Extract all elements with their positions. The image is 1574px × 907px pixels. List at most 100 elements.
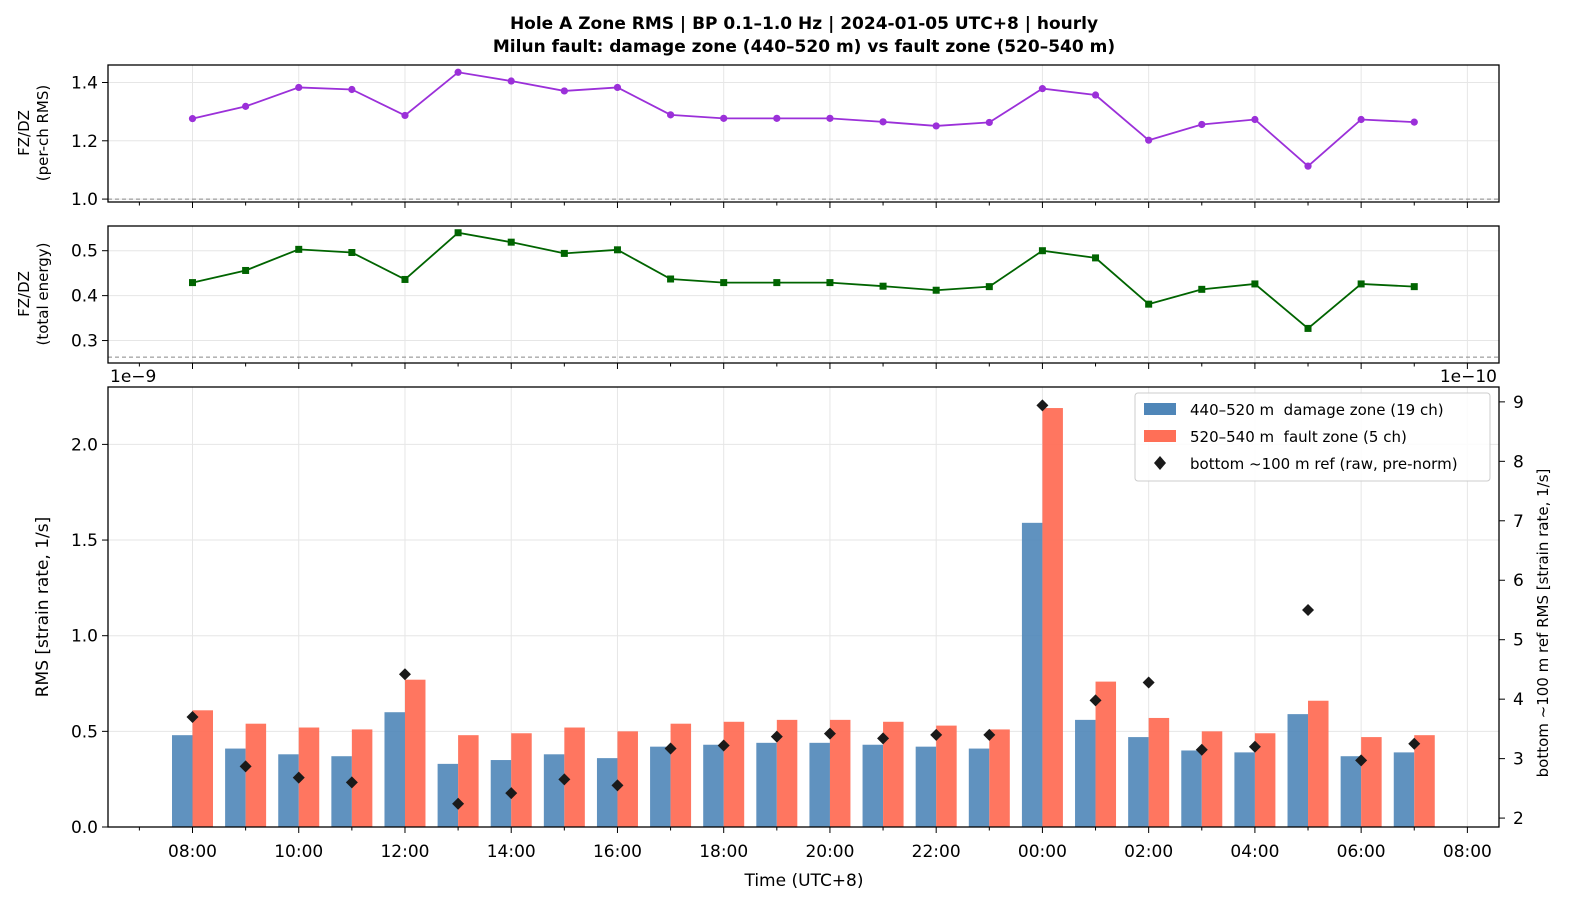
ratio-per-channel-point [295,83,303,92]
zone-rms-y-tick-label: 1.5 [71,531,98,551]
ratio-total-energy-point [1198,285,1206,293]
x-axis-label: Time (UTC+8) [743,871,863,891]
ratio-per-channel-point [454,68,462,76]
ratio-total-energy-y-tick-label: 0.4 [71,287,98,307]
ratio-total-energy-y-tick-label: 0.3 [71,332,98,352]
reference-marker [558,773,571,786]
fault-zone-bar [511,733,532,827]
fault-zone-bar [1414,735,1435,827]
fault-zone-bar [351,729,373,827]
damage-zone-bar [490,760,512,827]
zone-rms-y-tick-label: 0.0 [71,818,98,838]
ratio-per-channel-x-ticks [138,202,1468,208]
ratio-total-energy-point [720,279,728,287]
damage-zone-bar [862,744,884,827]
ratio-per-channel-y-tick-label: 1.2 [71,132,98,152]
ratio-per-channel-point [932,122,940,130]
zone-rms-y-tick-label-right: 5 [1513,631,1524,651]
ratio-total-energy-panel: 0.3 0.4 0.5 FZ/DZ (total energy) [15,225,1500,369]
fault-zone-bar [1042,408,1063,827]
ratio-per-channel-point [1304,162,1312,170]
damage-zone-bar [968,748,990,827]
ratio-total-energy-grid [108,226,1499,363]
reference-marker [823,727,836,740]
legend-swatch-fault-zone [1144,430,1176,442]
reference-marker [1036,399,1049,412]
damage-zone-bar [278,754,299,827]
zone-rms-y-tick-label-right: 9 [1513,393,1524,413]
zone-rms-panel: 0.0 0.5 1.0 1.5 2.0 2 3 4 5 6 7 8 9 08:00 10:00 12:00… [33,367,1552,862]
legend-label-reference: bottom ~100 m ref (raw, pre-norm) [1190,455,1458,473]
ratio-total-energy-point [985,283,993,291]
ratio-per-channel-point [188,115,197,123]
fault-zone-bar [192,710,213,827]
reference-marker [1355,754,1368,767]
fault-zone-bar [1201,731,1223,827]
ratio-per-channel-point [560,87,568,95]
ratio-per-channel-point [879,118,887,126]
ratio-per-channel-point [1145,136,1153,144]
ratio-per-channel-point [1251,115,1259,124]
ratio-total-energy-point [1092,254,1100,262]
zone-rms-frame [107,386,1500,828]
ratio-per-channel-point [1198,120,1206,129]
ratio-total-energy-point [507,238,515,246]
reference-marker [1142,676,1155,689]
ratio-total-energy-x-ticks [138,363,1468,369]
ratio-total-energy-frame [107,225,1500,364]
ratio-total-energy-y-tick-label: 0.5 [71,242,98,262]
ratio-total-energy-point [1251,280,1259,288]
ratio-total-energy-line [192,231,1415,330]
ratio-per-channel-point [1410,118,1418,126]
ratio-per-channel-ylabel-line1: FZ/DZ [15,110,33,156]
ratio-per-channel-point [1357,115,1365,124]
damage-zone-bar [1128,737,1149,827]
fault-zone-bar [829,719,851,827]
fault-zone-bar [1361,737,1382,827]
ratio-per-channel-point [1038,85,1047,93]
figure-title-line2: Milun fault: damage zone (440–520 m) vs … [493,37,1115,57]
ratio-per-channel-y-ticks: 1.0 1.2 1.4 [71,73,108,210]
zone-rms-ylabel: RMS [strain rate, 1/s] [33,517,53,698]
ratio-per-channel-point [348,85,356,94]
damage-zone-bar [543,754,565,827]
ratio-per-channel-series [188,68,1418,170]
ratio-total-energy-point [1410,283,1418,291]
zone-rms-y-tick-label-right: 7 [1513,512,1524,532]
ratio-per-channel-y-tick-label: 1.4 [71,73,98,93]
reference-marker [983,728,996,741]
ratio-total-energy-series [189,229,1418,332]
ratio-total-energy-point [613,246,621,254]
fault-zone-bar [776,719,798,827]
zone-rms-ylabel-right: bottom ~100 m ref RMS [strain rate, 1/s] [1534,469,1552,778]
zone-rms-x-ticks: 08:00 10:00 12:00 14:00 16:00 18:00 20:00 22:00… [138,827,1492,862]
ratio-per-channel-grid [108,65,1499,202]
x-tick-label: 18:00 [699,842,748,862]
zone-rms-y-tick-label-right: 2 [1513,809,1524,829]
legend: 440–520 m damage zone (19 ch) 520–540 m … [1134,392,1491,482]
x-tick-label: 14:00 [487,842,536,862]
ratio-per-channel-point [985,118,993,127]
fault-zone-bar [936,725,957,827]
ratio-per-channel-point [507,77,515,85]
ratio-per-channel-line [192,71,1415,168]
x-tick-label: 22:00 [912,842,961,862]
ratio-total-energy-point [348,249,356,257]
fault-zone-bar [458,735,479,827]
zone-rms-y-tick-label: 1.0 [71,627,98,647]
zone-rms-y-ticks: 0.0 0.5 1.0 1.5 2.0 [71,435,108,838]
damage-zone-bar [331,756,352,827]
ratio-per-channel-y-tick-label: 1.0 [71,190,98,210]
reference-marker [239,760,252,773]
fault-zone-bar [723,721,745,827]
ratio-total-energy-point [1357,280,1365,288]
damage-zone-bar [1021,522,1043,827]
fault-zone-bar [1095,681,1117,827]
x-tick-label: 08:00 [168,842,217,862]
legend-marker-reference [1154,456,1166,470]
damage-zone-bar [596,758,618,827]
ratio-total-energy-point [1304,324,1312,332]
ratio-total-energy-point [667,275,675,283]
ratio-per-channel-panel: 1.0 1.2 1.4 FZ/DZ (per-ch RMS) [15,64,1500,210]
ratio-total-energy-point [401,275,409,283]
